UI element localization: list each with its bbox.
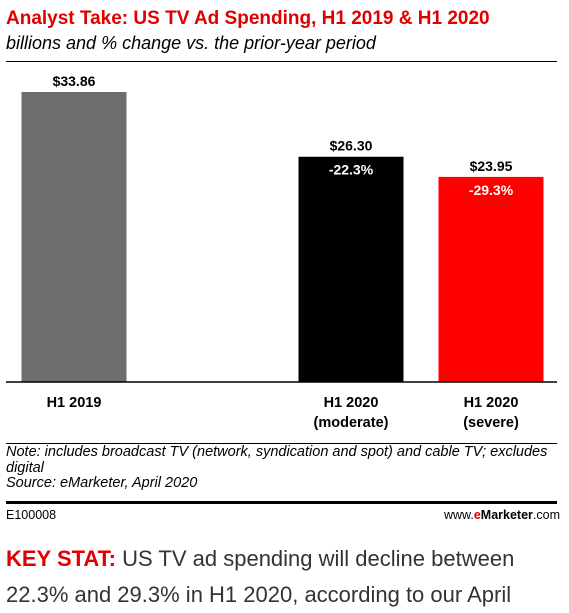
site-suffix: .com xyxy=(532,508,560,522)
bar-value-label: $26.30 xyxy=(330,138,373,154)
bar xyxy=(438,176,544,382)
bar-chart: $33.86 H1 2019 $26.30 -22.3% H1 2020 (moderat… xyxy=(6,73,557,431)
chart-footnotes: Note: includes broadcast TV (network, sy… xyxy=(6,444,557,492)
key-stat-label: KEY STAT: xyxy=(6,546,117,571)
key-stat: KEY STAT: US TV ad spending will decline… xyxy=(6,541,566,613)
chart-subtitle: billions and % change vs. the prior-year… xyxy=(6,33,376,53)
chart-source: Source: eMarketer, April 2020 xyxy=(6,475,198,491)
bar-value-label: $33.86 xyxy=(53,73,96,89)
category-tick-label: (severe) xyxy=(463,415,519,431)
bar-value-label: $23.95 xyxy=(470,158,513,174)
chart-note: Note: includes broadcast TV (network, sy… xyxy=(6,444,548,476)
footer-rule xyxy=(6,501,557,504)
title-rule xyxy=(6,61,557,62)
key-stat-text-line2: 22.3% and 29.3% in H1 2020, according to… xyxy=(6,582,512,607)
site-prefix: www. xyxy=(443,508,474,522)
bar-change-label: -22.3% xyxy=(329,162,374,178)
bar xyxy=(298,156,404,382)
site-link[interactable]: www.eMarketer.com xyxy=(444,508,560,522)
chart-code: E100008 xyxy=(6,508,57,522)
key-stat-text: US TV ad spending will decline between xyxy=(122,546,515,571)
site-brand-rest: Marketer xyxy=(480,508,533,522)
bar-change-label: -29.3% xyxy=(469,182,514,198)
category-tick-label: (moderate) xyxy=(314,415,389,431)
category-tick-label: H1 2020 xyxy=(464,395,519,411)
bar xyxy=(21,92,127,382)
site-brand-e: e xyxy=(473,508,481,522)
category-tick-label: H1 2020 xyxy=(324,395,379,411)
note-rule xyxy=(6,443,557,444)
chart-title: Analyst Take: US TV Ad Spending, H1 2019… xyxy=(6,8,490,29)
category-tick-label: H1 2019 xyxy=(47,395,102,411)
